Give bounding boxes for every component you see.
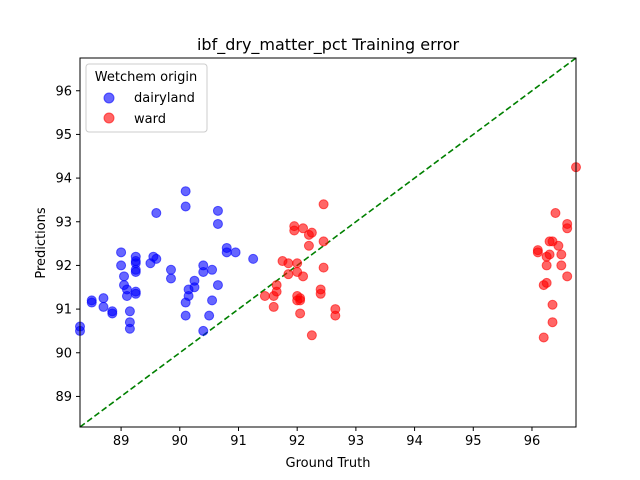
data-point-ward (550, 208, 561, 219)
legend-title: Wetchem origin (95, 70, 197, 85)
data-point-dairyland (204, 310, 215, 321)
data-point-dairyland (180, 186, 191, 197)
data-point-ward (330, 310, 341, 321)
data-point-ward (318, 199, 329, 210)
data-point-dairyland (207, 264, 218, 275)
data-point-ward (556, 260, 567, 271)
data-point-dairyland (212, 218, 223, 229)
data-point-ward (295, 293, 306, 304)
x-axis-label: Ground Truth (286, 456, 371, 471)
data-point-dairyland (116, 247, 127, 258)
x-tick-label: 89 (113, 434, 130, 449)
data-point-ward (298, 223, 309, 234)
data-point-dairyland (124, 306, 135, 317)
data-point-ward (562, 271, 573, 282)
x-tick-label: 94 (406, 434, 423, 449)
y-tick-label: 95 (55, 128, 72, 143)
x-tick-label: 95 (465, 434, 482, 449)
data-point-ward (318, 236, 329, 247)
legend-box (85, 63, 208, 133)
data-point-ward (283, 258, 294, 269)
data-point-dairyland (124, 323, 135, 334)
y-axis-ticks: 89 90 91 92 93 94 95 96 (55, 84, 80, 405)
data-point-ward (547, 317, 558, 328)
data-point-ward (553, 240, 564, 251)
data-point-dairyland (180, 201, 191, 212)
data-point-dairyland (207, 295, 218, 306)
data-point-ward (541, 277, 552, 288)
data-point-ward (562, 223, 573, 234)
data-point-dairyland (130, 266, 141, 277)
data-point-dairyland (86, 297, 97, 308)
points-layer (75, 162, 581, 343)
data-point-ward (289, 225, 300, 236)
data-point-ward (292, 258, 303, 269)
data-point-dairyland (230, 247, 241, 258)
data-point-ward (295, 308, 306, 319)
data-point-ward (318, 262, 329, 273)
data-point-ward (544, 249, 555, 260)
data-point-ward (306, 330, 317, 341)
data-point-dairyland (198, 325, 209, 336)
data-point-ward (541, 260, 552, 271)
data-point-ward (532, 247, 543, 258)
data-point-dairyland (119, 271, 130, 282)
data-point-ward (303, 240, 314, 251)
y-tick-label: 90 (55, 346, 72, 361)
y-tick-label: 93 (55, 215, 72, 230)
data-point-ward (271, 286, 282, 297)
data-point-dairyland (98, 293, 109, 304)
data-point-dairyland (212, 205, 223, 216)
data-point-dairyland (151, 253, 162, 264)
plot-frame (79, 57, 577, 428)
data-point-ward (298, 271, 309, 282)
data-point-dairyland (165, 273, 176, 284)
data-point-ward (283, 269, 294, 280)
data-point-dairyland (107, 308, 118, 319)
y-tick-label: 91 (55, 303, 72, 318)
data-point-ward (315, 288, 326, 299)
legend-label-dairyland: dairyland (134, 91, 195, 106)
chart-title: ibf_dry_matter_pct Training error (197, 35, 459, 55)
data-point-dairyland (116, 260, 127, 271)
x-tick-label: 92 (289, 434, 306, 449)
legend-label-ward: ward (134, 112, 166, 127)
data-point-ward (268, 301, 279, 312)
data-point-dairyland (121, 290, 132, 301)
x-axis-ticks: 89 90 91 92 93 94 95 96 (113, 427, 540, 449)
data-point-dairyland (189, 282, 200, 293)
legend-marker-ward (103, 112, 115, 124)
x-tick-label: 90 (172, 434, 189, 449)
data-point-ward (538, 332, 549, 343)
y-tick-label: 89 (55, 390, 72, 405)
y-tick-label: 94 (55, 172, 72, 187)
data-point-ward (556, 249, 567, 260)
data-point-dairyland (130, 288, 141, 299)
data-point-dairyland (151, 208, 162, 219)
data-point-ward (259, 290, 270, 301)
legend: Wetchem origin dairyland ward (85, 63, 208, 133)
data-point-dairyland (183, 290, 194, 301)
data-point-dairyland (198, 266, 209, 277)
data-point-dairyland (98, 301, 109, 312)
x-tick-label: 93 (348, 434, 365, 449)
data-point-dairyland (180, 310, 191, 321)
data-point-dairyland (212, 280, 223, 291)
data-point-dairyland (248, 253, 259, 264)
data-point-dairyland (221, 247, 232, 258)
y-tick-label: 96 (55, 84, 72, 99)
data-point-ward (547, 299, 558, 310)
y-tick-label: 92 (55, 259, 72, 274)
x-tick-label: 91 (230, 434, 247, 449)
x-tick-label: 96 (524, 434, 541, 449)
data-point-dairyland (165, 264, 176, 275)
data-point-ward (306, 227, 317, 238)
legend-marker-dairyland (103, 92, 115, 104)
y-axis-label: Predictions (34, 207, 49, 279)
